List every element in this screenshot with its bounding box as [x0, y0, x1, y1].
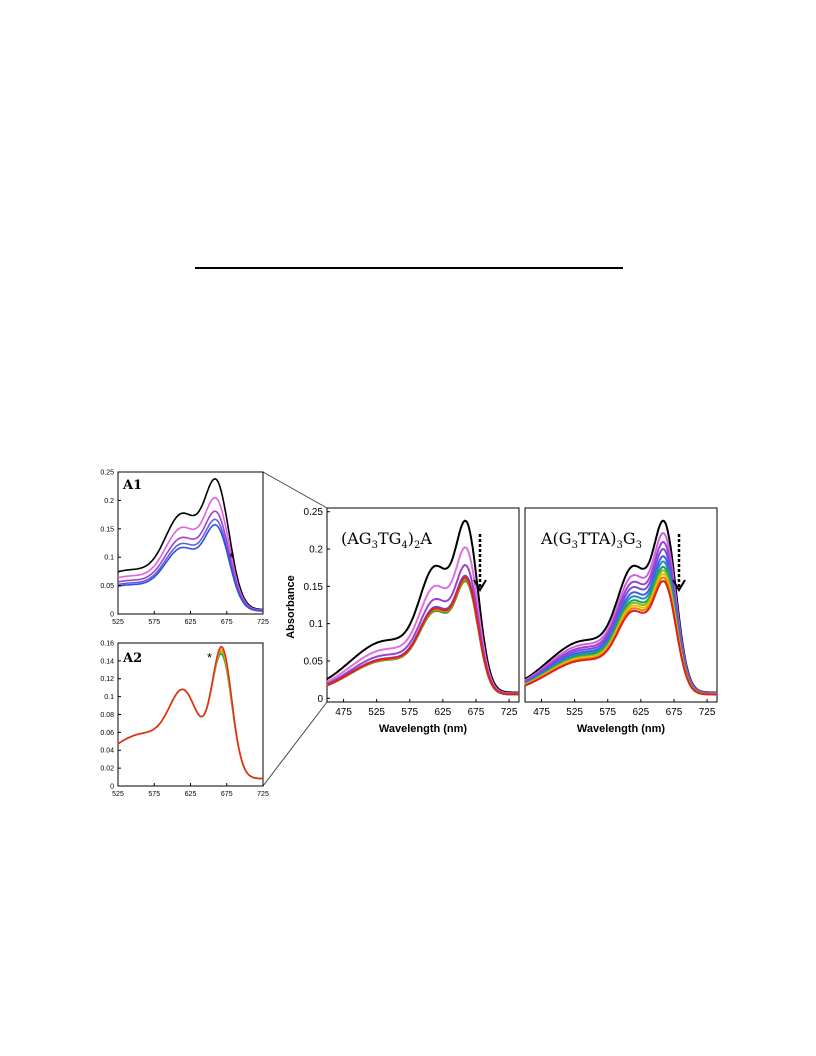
main-chart-2-xlabel: Wavelength (nm): [577, 723, 666, 735]
series-line: [326, 576, 519, 696]
x-tick-label: 725: [257, 619, 269, 626]
x-tick-label: 475: [335, 707, 352, 718]
x-tick-label: 575: [148, 791, 160, 798]
x-tick-label: 725: [501, 707, 518, 718]
y-tick-label: 0.15: [100, 526, 114, 533]
y-tick-label: 0: [110, 611, 114, 618]
y-tick-label: 0.06: [100, 730, 114, 737]
inset-a2-title: A2: [122, 651, 142, 666]
y-tick-label: 0.1: [309, 619, 323, 630]
y-tick-label: 0.14: [100, 658, 114, 665]
x-tick-label: 675: [221, 619, 233, 626]
series-line: [326, 519, 519, 694]
main-ylabel: Absorbance: [285, 575, 297, 639]
main-chart-2-title: A(G3TTA)3G3: [540, 529, 642, 551]
x-tick-label: 625: [185, 619, 197, 626]
x-tick-label: 625: [435, 707, 452, 718]
y-tick-label: 0.15: [304, 582, 324, 593]
inset-chart-a2: 525 575 625 675 725 0 0.02 0.04 0.06 0.08 0.1 0.12 0…: [100, 640, 269, 798]
y-tick-label: 0.2: [309, 545, 323, 556]
y-tick-label: 0: [110, 783, 114, 790]
inset-a1-asterisk: *: [229, 550, 234, 565]
x-tick-label: 675: [666, 707, 683, 718]
series-line: [117, 496, 264, 611]
x-tick-label: 525: [112, 619, 124, 626]
connector-line-bottom: [262, 701, 328, 787]
y-tick-label: 0: [317, 694, 323, 705]
series-line: [117, 477, 264, 611]
horizontal-rule: [195, 267, 623, 269]
x-tick-label: 725: [257, 791, 269, 798]
main-chart-1: 475 525 575 625 675 725 0 0.05 0.1 0.15 0.2 0.25 (A…: [285, 507, 520, 735]
x-tick-label: 475: [533, 707, 550, 718]
series-line: [524, 580, 717, 696]
y-tick-label: 0.16: [100, 640, 114, 647]
y-tick-label: 0.1: [104, 555, 114, 562]
y-tick-label: 0.08: [100, 712, 114, 719]
series-line: [117, 645, 263, 780]
x-tick-label: 525: [566, 707, 583, 718]
connector-line-top: [262, 471, 328, 509]
down-arrow-icon: [672, 534, 686, 592]
series-line: [117, 523, 264, 612]
y-tick-label: 0.1: [104, 694, 114, 701]
x-tick-label: 525: [112, 791, 124, 798]
y-tick-label: 0.05: [100, 583, 114, 590]
down-arrow-icon: [473, 534, 487, 592]
inset-a2-frame: [117, 642, 264, 787]
x-tick-label: 725: [699, 707, 716, 718]
x-tick-label: 575: [148, 619, 160, 626]
main-chart-2: 475 525 575 625 675 725 A(G3TTA)3G3 Wavelengt…: [524, 507, 718, 735]
x-tick-label: 525: [368, 707, 385, 718]
x-tick-label: 625: [185, 791, 197, 798]
y-tick-label: 0.25: [304, 507, 324, 518]
x-tick-label: 575: [401, 707, 418, 718]
inset-a2-asterisk: *: [207, 650, 212, 665]
inset-chart-a1: 525 575 625 675 725 0 0.05 0.1 0.15 0.2 0.25 A1 *: [100, 469, 269, 626]
main-chart-1-xlabel: Wavelength (nm): [379, 723, 468, 735]
y-tick-label: 0.25: [100, 469, 114, 476]
y-tick-label: 0.02: [100, 766, 114, 773]
x-tick-label: 675: [468, 707, 485, 718]
y-tick-label: 0.12: [100, 676, 114, 683]
x-tick-label: 575: [599, 707, 616, 718]
y-tick-label: 0.04: [100, 748, 114, 755]
y-tick-label: 0.05: [304, 656, 324, 667]
x-tick-label: 675: [221, 791, 233, 798]
x-tick-label: 625: [633, 707, 650, 718]
main-chart-1-title: (AG3TG4)2A: [341, 529, 432, 551]
y-tick-label: 0.2: [104, 498, 114, 505]
inset-a1-title: A1: [122, 478, 142, 493]
